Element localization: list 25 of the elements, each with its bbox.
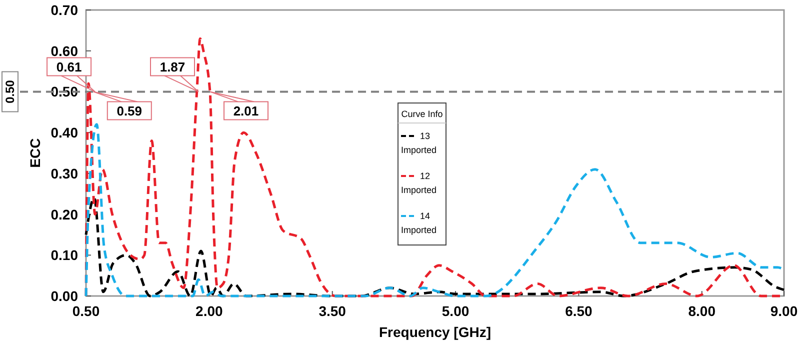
- x-tick-label: 5.00: [442, 303, 470, 319]
- annotation: 0.61: [56, 60, 82, 75]
- y-tick-label: 0.20: [50, 206, 78, 222]
- y-axis-title: ECC: [27, 138, 43, 168]
- y-tick-label: 0.70: [50, 2, 78, 18]
- x-tick-label: 0.50: [72, 303, 100, 319]
- legend-label: 14 Imported: [401, 211, 437, 235]
- legend-label: 12 Imported: [401, 171, 437, 195]
- legend-label: 13 Imported: [401, 131, 437, 155]
- y-tick-label: 0.60: [50, 42, 78, 59]
- annotation: 1.87: [160, 60, 186, 75]
- y-tick-label: 0.10: [50, 247, 78, 264]
- y-tick-label: 0.00: [50, 288, 78, 304]
- y-tick-label: 0.40: [50, 124, 78, 141]
- x-axis-title: Frequency [GHz]: [378, 324, 492, 340]
- x-tick-label: 2.00: [196, 303, 224, 319]
- annotation: 0.59: [116, 104, 142, 119]
- annotation: 2.01: [233, 104, 259, 119]
- x-tick-label: 3.50: [318, 303, 346, 319]
- x-tick-label: 9.00: [770, 303, 798, 319]
- x-tick-label: 8.00: [688, 303, 716, 319]
- ref-line-label: 0.50: [3, 80, 17, 104]
- x-tick-label: 6.50: [565, 303, 593, 319]
- y-tick-label: 0.30: [50, 165, 78, 182]
- legend-title: Curve Info: [401, 109, 443, 119]
